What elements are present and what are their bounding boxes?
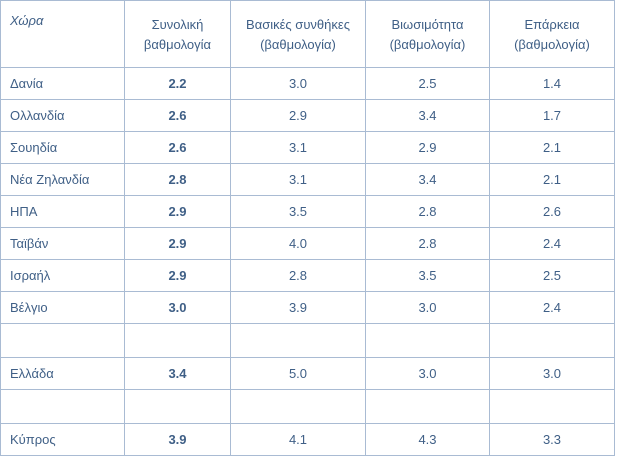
table-row: Νέα Ζηλανδία 2.8 3.1 3.4 2.1 <box>0 163 615 196</box>
table-row-empty <box>0 323 615 358</box>
cell-country: Κύπρος <box>0 423 125 456</box>
table-row: Σουηδία 2.6 3.1 2.9 2.1 <box>0 131 615 164</box>
cell-country: Βέλγιο <box>0 291 125 324</box>
cell-overall: 2.6 <box>124 131 231 164</box>
cell-sustainability: 3.4 <box>365 99 490 132</box>
header-overall-line2: βαθμολογία <box>143 37 212 52</box>
cell-sustainability: 3.5 <box>365 259 490 292</box>
table-row: Ελλάδα 3.4 5.0 3.0 3.0 <box>0 357 615 390</box>
cell-country: Ταϊβάν <box>0 227 125 260</box>
cell-adequacy <box>489 389 615 424</box>
cell-country <box>0 323 125 358</box>
table-body: Δανία 2.2 3.0 2.5 1.4 Ολλανδία 2.6 2.9 3… <box>0 67 615 456</box>
cell-basic: 4.0 <box>230 227 366 260</box>
cell-basic: 3.1 <box>230 131 366 164</box>
cell-sustainability: 2.9 <box>365 131 490 164</box>
header-overall-line1: Συνολική <box>151 17 204 32</box>
cell-basic: 3.9 <box>230 291 366 324</box>
cell-basic: 2.9 <box>230 99 366 132</box>
cell-adequacy <box>489 323 615 358</box>
cell-overall <box>124 389 231 424</box>
cell-overall: 3.4 <box>124 357 231 390</box>
cell-adequacy: 1.7 <box>489 99 615 132</box>
cell-sustainability: 3.4 <box>365 163 490 196</box>
cell-sustainability: 3.0 <box>365 357 490 390</box>
header-adequacy: Επάρκεια (βαθμολογία) <box>489 0 615 68</box>
cell-country: Ελλάδα <box>0 357 125 390</box>
table-row: ΗΠΑ 2.9 3.5 2.8 2.6 <box>0 195 615 228</box>
cell-overall <box>124 323 231 358</box>
header-sustainability-line2: (βαθμολογία) <box>389 37 466 52</box>
header-sustainability: Βιωσιμότητα (βαθμολογία) <box>365 0 490 68</box>
cell-country <box>0 389 125 424</box>
cell-overall: 2.9 <box>124 227 231 260</box>
table-header-row: Χώρα Συνολική βαθμολογία Βασικές συνθήκε… <box>0 0 615 68</box>
cell-country: Σουηδία <box>0 131 125 164</box>
header-country-label: Χώρα <box>10 13 44 28</box>
cell-basic <box>230 323 366 358</box>
cell-country: ΗΠΑ <box>0 195 125 228</box>
cell-basic: 3.0 <box>230 67 366 100</box>
table-row: Κύπρος 3.9 4.1 4.3 3.3 <box>0 423 615 456</box>
cell-overall: 2.8 <box>124 163 231 196</box>
header-country: Χώρα <box>0 0 125 68</box>
table-row: Ολλανδία 2.6 2.9 3.4 1.7 <box>0 99 615 132</box>
cell-country: Νέα Ζηλανδία <box>0 163 125 196</box>
table-row: Δανία 2.2 3.0 2.5 1.4 <box>0 67 615 100</box>
cell-adequacy: 2.4 <box>489 291 615 324</box>
cell-sustainability: 4.3 <box>365 423 490 456</box>
cell-adequacy: 2.1 <box>489 163 615 196</box>
cell-overall: 2.9 <box>124 259 231 292</box>
cell-adequacy: 2.1 <box>489 131 615 164</box>
cell-sustainability: 2.8 <box>365 227 490 260</box>
cell-country: Ισραήλ <box>0 259 125 292</box>
table-row: Ταϊβάν 2.9 4.0 2.8 2.4 <box>0 227 615 260</box>
table-row-empty <box>0 389 615 424</box>
cell-basic: 3.5 <box>230 195 366 228</box>
cell-sustainability: 3.0 <box>365 291 490 324</box>
cell-adequacy: 2.4 <box>489 227 615 260</box>
cell-overall: 3.0 <box>124 291 231 324</box>
cell-sustainability <box>365 323 490 358</box>
cell-overall: 2.6 <box>124 99 231 132</box>
cell-adequacy: 3.3 <box>489 423 615 456</box>
table-row: Βέλγιο 3.0 3.9 3.0 2.4 <box>0 291 615 324</box>
header-sustainability-line1: Βιωσιμότητα <box>391 17 464 32</box>
cell-adequacy: 3.0 <box>489 357 615 390</box>
header-adequacy-line2: (βαθμολογία) <box>514 37 590 52</box>
cell-basic: 3.1 <box>230 163 366 196</box>
cell-basic: 2.8 <box>230 259 366 292</box>
cell-adequacy: 2.5 <box>489 259 615 292</box>
cell-sustainability <box>365 389 490 424</box>
header-overall: Συνολική βαθμολογία <box>124 0 231 68</box>
cell-basic: 5.0 <box>230 357 366 390</box>
cell-sustainability: 2.8 <box>365 195 490 228</box>
cell-basic <box>230 389 366 424</box>
cell-basic: 4.1 <box>230 423 366 456</box>
cell-sustainability: 2.5 <box>365 67 490 100</box>
cell-adequacy: 1.4 <box>489 67 615 100</box>
cell-country: Ολλανδία <box>0 99 125 132</box>
header-basic: Βασικές συνθήκες (βαθμολογία) <box>230 0 366 68</box>
header-basic-line2: (βαθμολογία) <box>260 37 336 52</box>
header-adequacy-line1: Επάρκεια <box>524 17 580 32</box>
cell-country: Δανία <box>0 67 125 100</box>
cell-overall: 3.9 <box>124 423 231 456</box>
header-basic-line1: Βασικές συνθήκες <box>246 17 350 32</box>
table-row: Ισραήλ 2.9 2.8 3.5 2.5 <box>0 259 615 292</box>
cell-overall: 2.2 <box>124 67 231 100</box>
cell-adequacy: 2.6 <box>489 195 615 228</box>
cell-overall: 2.9 <box>124 195 231 228</box>
